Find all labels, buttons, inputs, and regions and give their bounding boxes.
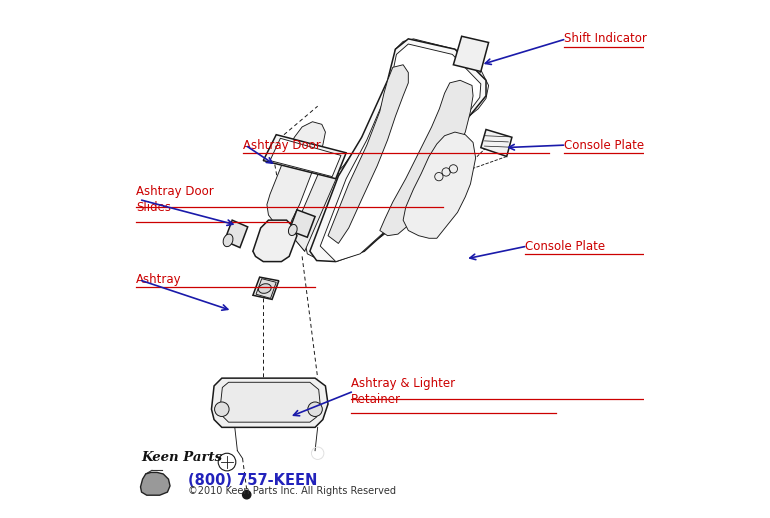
- Text: ©2010 Keen Parts Inc. All Rights Reserved: ©2010 Keen Parts Inc. All Rights Reserve…: [188, 485, 396, 496]
- Text: (800) 757-KEEN: (800) 757-KEEN: [188, 473, 317, 488]
- Polygon shape: [256, 279, 276, 298]
- Text: Ashtray: Ashtray: [136, 273, 182, 286]
- Polygon shape: [253, 220, 297, 262]
- Polygon shape: [220, 382, 320, 422]
- Polygon shape: [212, 378, 328, 427]
- Polygon shape: [328, 65, 408, 243]
- Text: Ashtray Door
Slides: Ashtray Door Slides: [136, 185, 214, 214]
- Polygon shape: [480, 130, 512, 156]
- Ellipse shape: [289, 224, 297, 236]
- Circle shape: [215, 402, 229, 416]
- Polygon shape: [292, 163, 338, 251]
- Text: Ashtray & Lighter
Retainer: Ashtray & Lighter Retainer: [351, 377, 456, 406]
- Text: Shift Indicator: Shift Indicator: [564, 32, 647, 46]
- Polygon shape: [454, 36, 489, 71]
- Polygon shape: [380, 80, 473, 236]
- Polygon shape: [403, 132, 476, 238]
- Circle shape: [308, 402, 323, 416]
- Polygon shape: [140, 472, 170, 495]
- Polygon shape: [290, 210, 315, 237]
- Polygon shape: [253, 277, 279, 299]
- Polygon shape: [310, 39, 486, 262]
- Text: Console Plate: Console Plate: [525, 239, 605, 253]
- Polygon shape: [224, 220, 248, 248]
- Polygon shape: [263, 135, 346, 179]
- Ellipse shape: [223, 234, 233, 247]
- Ellipse shape: [259, 284, 271, 293]
- Text: Console Plate: Console Plate: [564, 138, 644, 152]
- Polygon shape: [270, 138, 341, 177]
- Polygon shape: [305, 39, 489, 259]
- Text: Ashtray Door: Ashtray Door: [243, 138, 320, 152]
- Text: Keen Parts: Keen Parts: [142, 451, 223, 464]
- Polygon shape: [320, 44, 480, 262]
- Circle shape: [243, 491, 251, 499]
- Polygon shape: [267, 122, 326, 231]
